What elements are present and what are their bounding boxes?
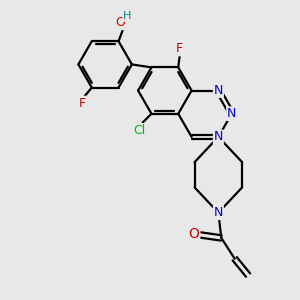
Text: N: N	[214, 130, 223, 143]
Text: O: O	[115, 16, 125, 29]
Text: F: F	[79, 97, 86, 110]
Text: Cl: Cl	[133, 124, 145, 137]
Text: H: H	[123, 11, 132, 21]
Text: N: N	[227, 107, 236, 120]
Text: N: N	[214, 84, 223, 97]
Text: F: F	[176, 43, 183, 56]
Text: O: O	[189, 227, 200, 241]
Text: N: N	[214, 206, 223, 219]
